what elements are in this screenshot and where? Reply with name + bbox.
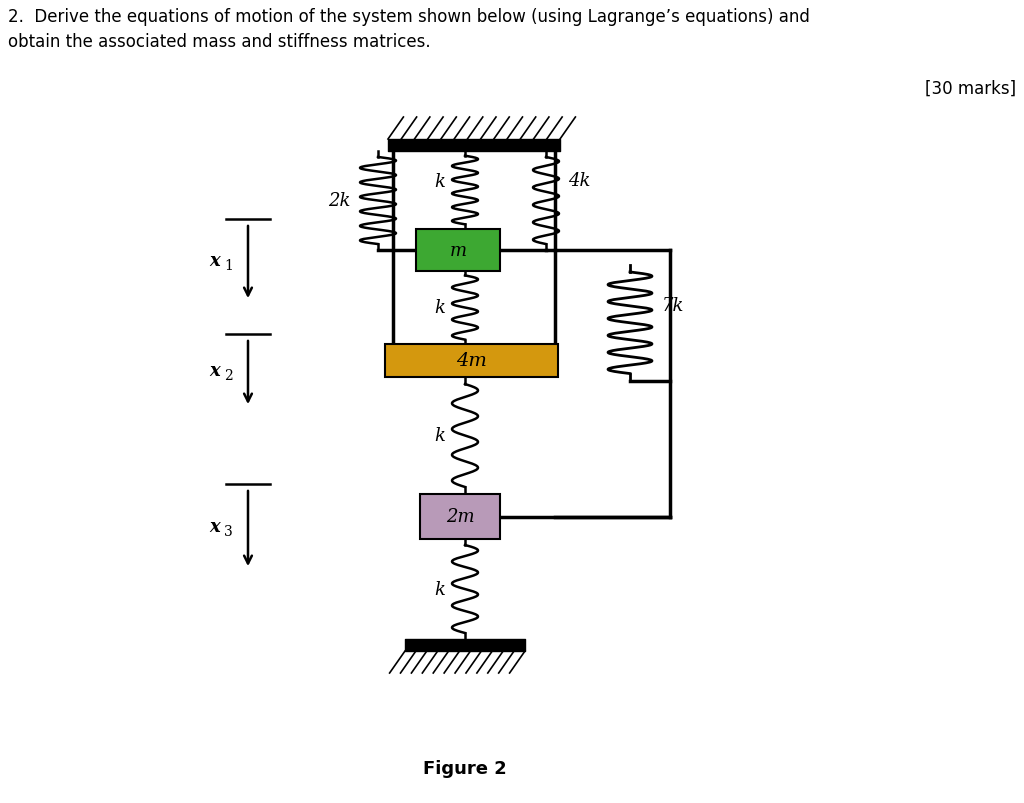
Text: 2: 2 (224, 369, 232, 383)
Text: 3: 3 (224, 525, 232, 539)
Text: m: m (450, 242, 467, 259)
Text: k: k (434, 173, 445, 191)
Text: 4m: 4m (456, 352, 487, 370)
Text: x: x (209, 251, 220, 270)
Bar (420, 495, 500, 540)
Bar (385, 344, 558, 377)
Text: 2.  Derive the equations of motion of the system shown below (using Lagrange’s e: 2. Derive the equations of motion of the… (8, 8, 810, 51)
Text: k: k (434, 427, 445, 445)
Text: k: k (434, 300, 445, 317)
Text: 1: 1 (224, 259, 232, 273)
Text: 2m: 2m (445, 507, 474, 526)
Text: 4k: 4k (568, 173, 591, 190)
Text: Figure 2: Figure 2 (423, 759, 507, 777)
Text: x: x (209, 362, 220, 380)
Text: [30 marks]: [30 marks] (925, 80, 1016, 98)
Bar (416, 230, 500, 271)
Text: k: k (434, 581, 445, 598)
Text: 2k: 2k (328, 192, 350, 210)
Text: x: x (209, 518, 220, 536)
Text: 7k: 7k (662, 297, 684, 315)
